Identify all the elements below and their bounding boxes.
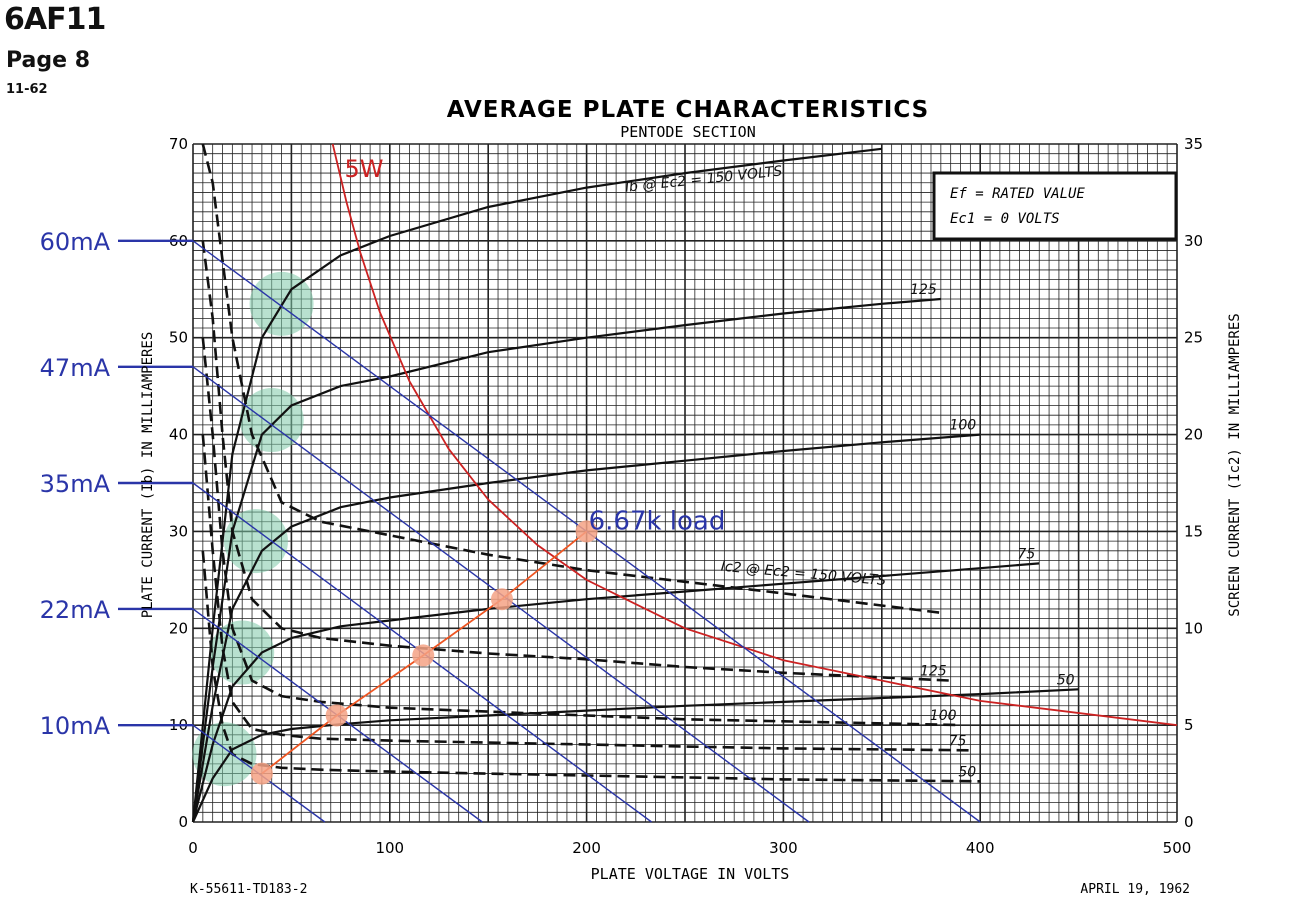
plate-curve	[191, 147, 882, 823]
operating-point-marker	[490, 588, 513, 611]
y-tick-label: 40	[169, 426, 188, 444]
knee-point-marker	[223, 509, 288, 574]
chart-title: AVERAGE PLATE CHARACTERISTICS	[447, 97, 929, 123]
plate-curve-label: 75	[1017, 546, 1035, 562]
screen-curve	[201, 143, 941, 615]
screen-curve-label: 75	[949, 733, 967, 749]
y2-tick-label: 15	[1184, 522, 1203, 540]
y2-axis-label: SCREEN CURRENT (Ic2) IN MILLIAMPERES	[1227, 313, 1243, 616]
y2-tick-label: 5	[1184, 716, 1194, 734]
plate-curve-label: 125	[910, 282, 937, 298]
plate-curve-label: Ib @ Ec2 = 150 VOLTS	[624, 163, 783, 195]
x-tick-label: 300	[769, 839, 798, 857]
load-line-label: 22mA	[40, 596, 111, 624]
y-tick-label: 0	[178, 813, 188, 831]
load-line-label: 47mA	[40, 354, 111, 382]
load-line-label: 10mA	[40, 712, 111, 740]
conditions-line-2: Ec1 = 0 VOLTS	[950, 211, 1060, 227]
plate-curve	[191, 562, 1040, 823]
screen-curve	[201, 337, 961, 727]
load-line-label: 35mA	[40, 470, 111, 498]
y2-tick-label: 25	[1184, 329, 1203, 347]
knee-point-marker	[192, 722, 257, 787]
y2-tick-label: 20	[1184, 426, 1203, 444]
chart-subtitle: PENTODE SECTION	[620, 123, 755, 141]
y-tick-label: 70	[169, 135, 188, 153]
operating-point-marker	[250, 762, 273, 785]
operating-point-marker	[412, 644, 435, 667]
y-axis-label: PLATE CURRENT (Ib) IN MILLIAMPERES	[140, 332, 156, 619]
operating-point-marker	[325, 704, 348, 727]
power-curve-label: 5W	[345, 155, 384, 183]
footer-drawing-number: K-55611-TD183-2	[190, 882, 307, 897]
y-tick-label: 20	[169, 619, 188, 637]
x-tick-label: 200	[572, 839, 601, 857]
x-tick-label: 400	[966, 839, 995, 857]
screen-curve	[201, 550, 981, 783]
plate-curve-label: 100	[949, 418, 976, 434]
load-line-label: 60mA	[40, 228, 111, 256]
axis-ticks: 0 100 200 300 400 500010203040506070051015202…	[169, 135, 1203, 857]
y2-tick-label: 30	[1184, 232, 1203, 250]
screen-curve-label: 100	[930, 708, 957, 724]
x-axis-label: PLATE VOLTAGE IN VOLTS	[591, 865, 790, 883]
chart-grid	[192, 143, 1178, 823]
footer-date: APRIL 19, 1962	[1080, 882, 1190, 897]
x-tick-label: 0	[188, 839, 198, 857]
operating-point-marker	[575, 520, 598, 543]
tube-type-title: 6AF11	[4, 2, 106, 37]
plate-curve	[191, 433, 981, 823]
y2-tick-label: 35	[1184, 135, 1203, 153]
y-tick-label: 50	[169, 329, 188, 347]
y-tick-label: 30	[169, 522, 188, 540]
conditions-box: Ef = RATED VALUE Ec1 = 0 VOLTS	[932, 171, 1178, 241]
operating-load-label: 6.67k load	[589, 506, 726, 536]
x-tick-label: 100	[375, 839, 404, 857]
page-number: Page 8	[6, 48, 91, 73]
plate-curve	[191, 688, 1079, 823]
date-code: 11-62	[6, 82, 48, 97]
plate-curve-label: 50	[1057, 672, 1075, 688]
screen-curve-label: 50	[958, 764, 976, 780]
power-dissipation-curve	[331, 143, 1178, 726]
y2-tick-label: 0	[1184, 813, 1194, 831]
screen-curve-label: 125	[920, 664, 947, 680]
conditions-line-1: Ef = RATED VALUE	[950, 186, 1085, 202]
y2-tick-label: 10	[1184, 619, 1203, 637]
x-tick-label: 500	[1163, 839, 1192, 857]
chart-annotations: 60mA 47mA 35mA 22mA 10mA 6.67k load	[40, 228, 981, 823]
